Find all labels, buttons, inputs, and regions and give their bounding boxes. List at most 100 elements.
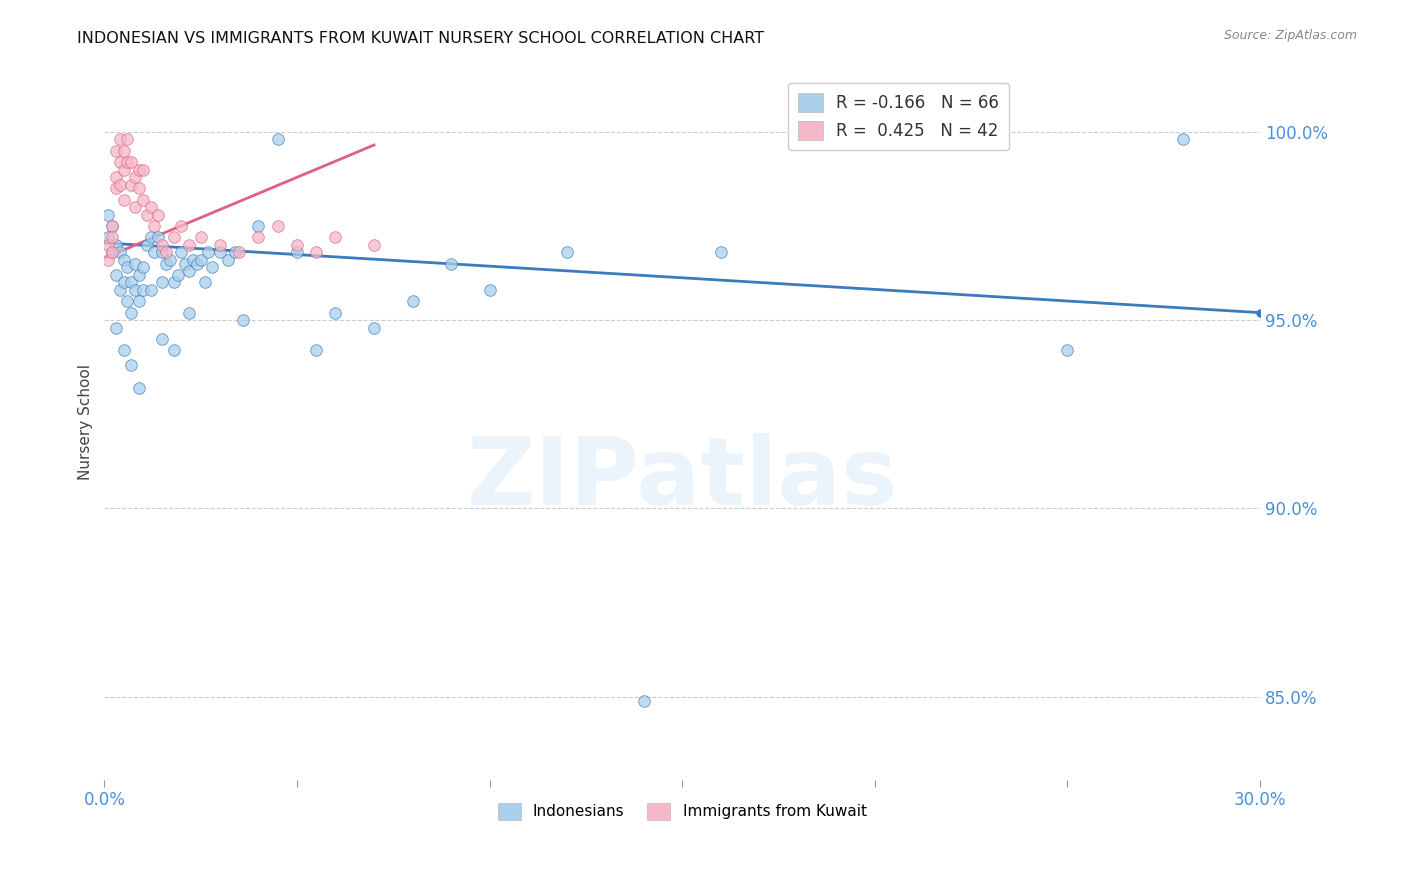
Point — [108, 283, 131, 297]
Point — [132, 260, 155, 275]
Point — [163, 230, 186, 244]
Point — [128, 381, 150, 395]
Point — [97, 252, 120, 267]
Point — [232, 313, 254, 327]
Point — [1056, 343, 1078, 358]
Point — [181, 252, 204, 267]
Point — [197, 245, 219, 260]
Point — [440, 257, 463, 271]
Point — [863, 132, 886, 146]
Point — [120, 359, 142, 373]
Point — [104, 144, 127, 158]
Point — [478, 283, 501, 297]
Point — [108, 155, 131, 169]
Point — [97, 237, 120, 252]
Point — [120, 155, 142, 169]
Point — [104, 268, 127, 282]
Point — [97, 230, 120, 244]
Point — [112, 276, 135, 290]
Point — [117, 260, 139, 275]
Point — [101, 219, 124, 233]
Point — [135, 237, 157, 252]
Point — [208, 237, 231, 252]
Point — [325, 305, 347, 319]
Point — [159, 252, 181, 267]
Point — [163, 343, 186, 358]
Point — [112, 162, 135, 177]
Point — [120, 178, 142, 192]
Point — [174, 257, 197, 271]
Point — [208, 245, 231, 260]
Point — [104, 169, 127, 184]
Point — [101, 219, 124, 233]
Point — [247, 219, 270, 233]
Point — [150, 276, 173, 290]
Point — [150, 245, 173, 260]
Point — [1171, 132, 1194, 146]
Point — [228, 245, 250, 260]
Point — [179, 237, 201, 252]
Point — [186, 257, 208, 271]
Point — [148, 208, 170, 222]
Point — [132, 283, 155, 297]
Point — [128, 268, 150, 282]
Point — [363, 237, 385, 252]
Point — [201, 260, 224, 275]
Point — [267, 132, 290, 146]
Point — [124, 169, 146, 184]
Point — [124, 283, 146, 297]
Point — [170, 219, 193, 233]
Point — [117, 132, 139, 146]
Point — [117, 155, 139, 169]
Point — [101, 245, 124, 260]
Point — [120, 305, 142, 319]
Point — [148, 230, 170, 244]
Point — [150, 237, 173, 252]
Point — [143, 219, 166, 233]
Point — [101, 230, 124, 244]
Point — [150, 332, 173, 346]
Point — [166, 268, 188, 282]
Point — [112, 343, 135, 358]
Point — [112, 252, 135, 267]
Point — [132, 193, 155, 207]
Point — [143, 245, 166, 260]
Point — [97, 208, 120, 222]
Point — [104, 181, 127, 195]
Point — [163, 276, 186, 290]
Point — [193, 276, 215, 290]
Point — [117, 294, 139, 309]
Point — [217, 252, 239, 267]
Point — [108, 178, 131, 192]
Point — [285, 245, 308, 260]
Point — [325, 230, 347, 244]
Point — [124, 200, 146, 214]
Point — [104, 237, 127, 252]
Point — [155, 257, 177, 271]
Point — [155, 245, 177, 260]
Text: ZIPatlas: ZIPatlas — [467, 434, 898, 525]
Point — [128, 294, 150, 309]
Text: INDONESIAN VS IMMIGRANTS FROM KUWAIT NURSERY SCHOOL CORRELATION CHART: INDONESIAN VS IMMIGRANTS FROM KUWAIT NUR… — [77, 31, 765, 46]
Point — [267, 219, 290, 233]
Point — [101, 245, 124, 260]
Point — [112, 144, 135, 158]
Point — [108, 245, 131, 260]
Point — [190, 230, 212, 244]
Point — [104, 320, 127, 334]
Point — [363, 320, 385, 334]
Point — [179, 264, 201, 278]
Point — [108, 132, 131, 146]
Point — [710, 245, 733, 260]
Point — [128, 162, 150, 177]
Point — [135, 208, 157, 222]
Point — [190, 252, 212, 267]
Point — [120, 276, 142, 290]
Point — [224, 245, 246, 260]
Point — [139, 283, 162, 297]
Point — [179, 305, 201, 319]
Point — [305, 245, 328, 260]
Point — [124, 257, 146, 271]
Point — [139, 230, 162, 244]
Point — [128, 181, 150, 195]
